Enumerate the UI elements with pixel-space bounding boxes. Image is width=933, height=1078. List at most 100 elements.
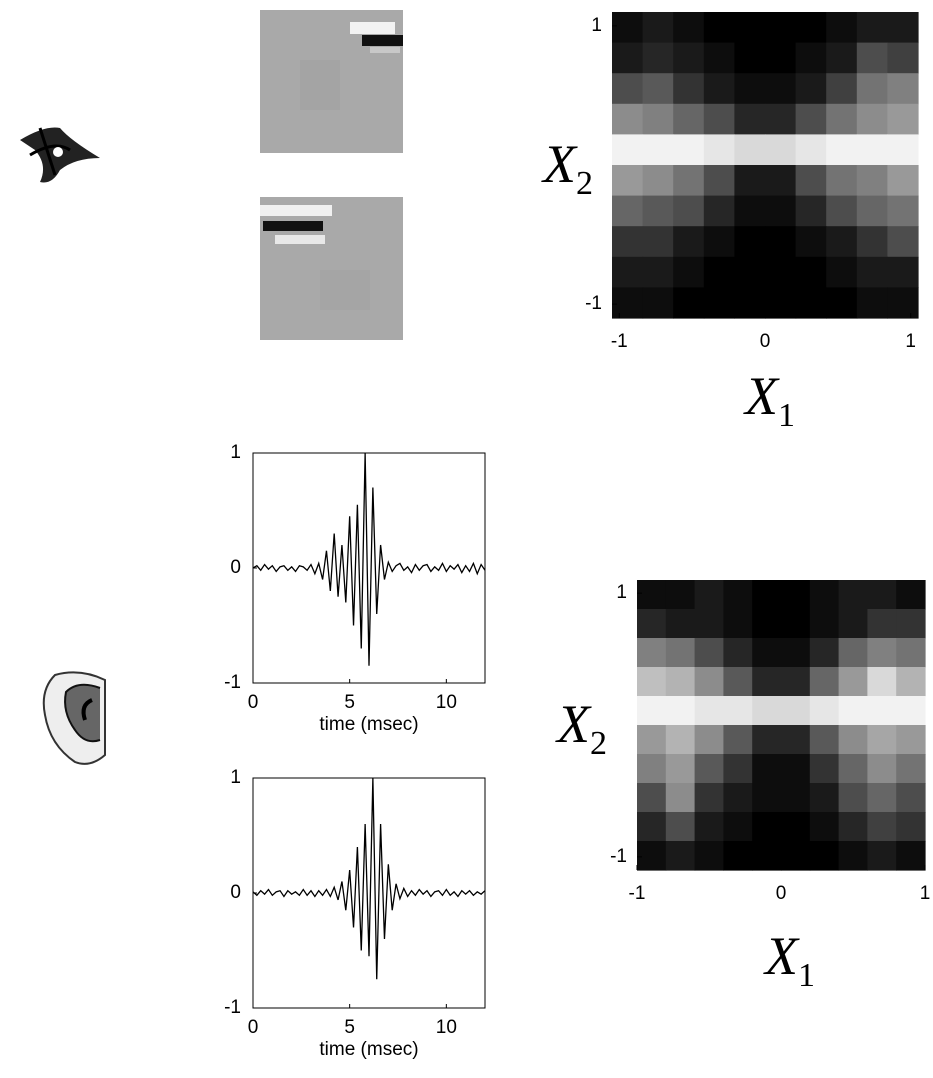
y-tick-label: 1 [230,767,241,788]
heat-cell [839,812,868,842]
heat-cell [637,783,666,813]
heat-cell [695,841,724,871]
heat-cell [781,638,810,668]
heat-cell [723,580,752,610]
x-axis-label: time (msec) [319,714,418,735]
heat-cell [765,226,796,257]
heat-cell [796,165,827,196]
heat-cell [704,226,735,257]
y-tick-label: 0 [230,882,241,903]
heat-cell [896,725,925,755]
heat-cell [887,12,918,43]
heat-cell [857,134,888,165]
x-axis-label: X1 [743,366,795,433]
heat-cell [826,196,857,227]
heat-cell [857,165,888,196]
heat-cell [734,287,765,318]
heat-cell [734,226,765,257]
heat-cell [704,104,735,135]
heat-cell [887,226,918,257]
heat-cell [673,287,704,318]
heat-cell [765,43,796,74]
axis-subscript: 1 [798,957,815,994]
heat-cell [752,812,781,842]
heat-cell [637,609,666,639]
heat-cell [666,754,695,784]
heat-cell [734,165,765,196]
axis-subscript: 1 [778,397,795,434]
heat-cell [643,73,674,104]
heat-cell [734,134,765,165]
y-tick-label: 1 [616,582,627,603]
y-axis-label: X2 [541,134,593,201]
heat-cell [867,638,896,668]
heat-cell [734,12,765,43]
heat-cell [796,196,827,227]
heat-cell [826,165,857,196]
heat-cell [887,257,918,288]
heat-cell [826,134,857,165]
heat-cell [867,783,896,813]
heat-cell [752,667,781,697]
heat-cell [752,783,781,813]
heat-cell [765,73,796,104]
heat-cell [704,43,735,74]
axis-symbol: X [541,134,578,194]
heat-cell [723,638,752,668]
heat-cell [666,841,695,871]
heat-cell [673,196,704,227]
heat-cell [765,12,796,43]
heat-cell [723,725,752,755]
heat-cell [810,754,839,784]
heat-cell [839,754,868,784]
heat-cell [857,12,888,43]
heat-cell [666,725,695,755]
heat-cell [734,104,765,135]
heat-cell [673,165,704,196]
heat-cell [887,104,918,135]
heat-cell [887,134,918,165]
heat-cell [839,725,868,755]
heat-cell [887,43,918,74]
y-tick-label: -1 [610,846,627,867]
heat-cell [723,754,752,784]
heat-cell [765,165,796,196]
heat-cell [887,196,918,227]
heat-cell [896,580,925,610]
heat-cell [704,287,735,318]
heat-cell [810,696,839,726]
heat-cell [723,696,752,726]
heat-cell [796,257,827,288]
heat-cell [673,226,704,257]
heat-cell [612,134,643,165]
heat-cell [752,696,781,726]
heat-cell [643,104,674,135]
y-tick-label: -1 [585,293,602,314]
heat-cell [857,104,888,135]
heat-cell [666,580,695,610]
heat-cell [752,841,781,871]
heat-cell [896,609,925,639]
heat-cell [857,196,888,227]
heat-cell [637,754,666,784]
heat-cell [887,73,918,104]
y-tick-label: 1 [230,442,241,463]
figure: -101-11X2X10510-101time (msec)0510-101ti… [0,0,933,1078]
heat-cell [896,812,925,842]
heat-cell [781,725,810,755]
y-tick-label: -1 [224,672,241,693]
heat-cell [752,725,781,755]
heat-cell [826,226,857,257]
heat-cell [695,609,724,639]
heat-cell [781,580,810,610]
heat-cell [734,257,765,288]
x-tick-label: 5 [344,692,355,713]
heat-cell [826,257,857,288]
heat-cell [826,104,857,135]
heat-cell [781,812,810,842]
heat-cell [704,165,735,196]
heat-cell [781,754,810,784]
heat-cell [704,12,735,43]
heat-cell [867,725,896,755]
heat-cell [695,812,724,842]
